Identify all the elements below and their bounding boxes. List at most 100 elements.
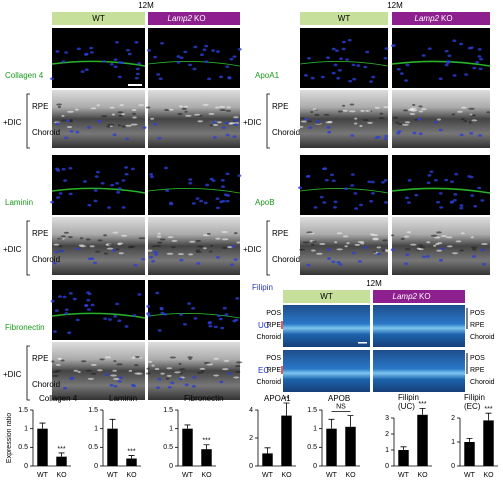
nucleus bbox=[157, 377, 162, 381]
condition-label: EC bbox=[258, 366, 269, 375]
nucleus bbox=[225, 172, 230, 176]
dic-grain bbox=[223, 359, 230, 362]
bar bbox=[56, 456, 67, 466]
dic-grain bbox=[418, 246, 425, 249]
dic-grain bbox=[354, 117, 358, 120]
dic-grain bbox=[121, 125, 127, 128]
nucleus bbox=[110, 183, 115, 187]
layer-label: RPE bbox=[470, 367, 485, 374]
nucleus bbox=[208, 324, 213, 328]
nucleus bbox=[231, 244, 236, 248]
dic-label: +DIC bbox=[243, 118, 262, 127]
dic-grain bbox=[445, 236, 453, 239]
nucleus bbox=[221, 126, 226, 129]
dic-grain bbox=[112, 231, 119, 234]
y-tick-label: 0 bbox=[24, 463, 28, 470]
dic-image bbox=[300, 90, 388, 148]
dic-grain bbox=[138, 237, 146, 240]
dic-grain bbox=[134, 372, 141, 375]
dic-grain bbox=[197, 120, 204, 123]
green-signal bbox=[391, 60, 491, 67]
dic-grain bbox=[451, 252, 459, 255]
error-bar bbox=[203, 444, 210, 450]
dic-grain bbox=[160, 372, 165, 375]
dic-grain bbox=[421, 108, 427, 111]
nucleus bbox=[163, 166, 168, 170]
dic-grain bbox=[412, 103, 416, 106]
nucleus bbox=[146, 312, 151, 315]
x-tick-label: KO bbox=[345, 472, 356, 479]
nucleus bbox=[332, 205, 337, 209]
dic-grain bbox=[103, 252, 109, 255]
y-tick-label: 0.5 bbox=[163, 444, 173, 451]
dic-grain bbox=[60, 119, 68, 122]
dic-grain bbox=[63, 231, 69, 234]
x-tick-label: KO bbox=[281, 472, 292, 479]
dic-grain bbox=[154, 367, 160, 370]
dic-grain bbox=[227, 246, 233, 249]
nucleus bbox=[225, 65, 230, 68]
nucleus bbox=[391, 44, 396, 47]
nucleus bbox=[149, 175, 154, 179]
nucleus bbox=[477, 55, 482, 58]
ko-header bbox=[373, 290, 465, 303]
nucleus bbox=[109, 383, 114, 387]
dic-grain bbox=[365, 109, 372, 112]
nucleus bbox=[433, 178, 438, 182]
dic-grain bbox=[155, 244, 162, 247]
nucleus bbox=[365, 50, 370, 54]
dic-grain bbox=[112, 369, 117, 372]
scale-bar bbox=[128, 84, 142, 86]
dic-grain bbox=[67, 110, 74, 113]
nucleus bbox=[363, 65, 368, 69]
dic-grain bbox=[121, 113, 126, 116]
nucleus bbox=[158, 77, 163, 81]
dic-grain bbox=[426, 241, 431, 244]
dic-grain bbox=[459, 249, 465, 252]
y-tick-label: 3 bbox=[385, 415, 389, 422]
nucleus bbox=[188, 63, 193, 67]
bar bbox=[464, 442, 475, 466]
dic-grain bbox=[159, 238, 166, 241]
dic-grain bbox=[417, 244, 424, 247]
dic-grain bbox=[371, 234, 379, 237]
nucleus bbox=[348, 79, 353, 83]
dic-grain bbox=[298, 248, 306, 251]
dic-grain bbox=[171, 239, 178, 242]
dic-grain bbox=[156, 235, 162, 238]
dic-grain bbox=[189, 240, 196, 243]
dic-grain bbox=[90, 372, 97, 375]
dic-grain bbox=[457, 110, 463, 113]
error-bar bbox=[328, 418, 335, 429]
bar bbox=[182, 428, 193, 466]
nucleus bbox=[116, 191, 121, 194]
dic-grain bbox=[342, 104, 346, 107]
dic-grain bbox=[323, 113, 330, 116]
dic-image bbox=[52, 90, 145, 148]
nucleus bbox=[176, 55, 181, 58]
nucleus bbox=[75, 247, 80, 251]
dic-grain bbox=[460, 232, 465, 235]
nucleus bbox=[215, 256, 220, 259]
dic-grain bbox=[221, 230, 228, 233]
dic-grain bbox=[236, 241, 241, 244]
dic-grain bbox=[235, 370, 241, 373]
chart-title: Laminin bbox=[109, 394, 137, 403]
nucleus bbox=[117, 380, 122, 383]
green-signal bbox=[147, 188, 241, 194]
dic-grain bbox=[68, 236, 73, 239]
nucleus bbox=[216, 50, 221, 53]
dic-grain bbox=[410, 109, 416, 112]
dic-grain bbox=[169, 356, 176, 359]
nucleus bbox=[331, 179, 336, 183]
dic-grain bbox=[225, 109, 232, 112]
dic-grain bbox=[228, 122, 233, 125]
dic-grain bbox=[165, 377, 170, 380]
dic-grain bbox=[354, 243, 361, 246]
nucleus bbox=[367, 180, 372, 184]
dic-grain bbox=[300, 117, 305, 120]
x-tick-label: WT bbox=[398, 472, 410, 479]
bar bbox=[262, 453, 273, 466]
dic-grain bbox=[195, 239, 201, 242]
dic-grain bbox=[145, 249, 153, 252]
